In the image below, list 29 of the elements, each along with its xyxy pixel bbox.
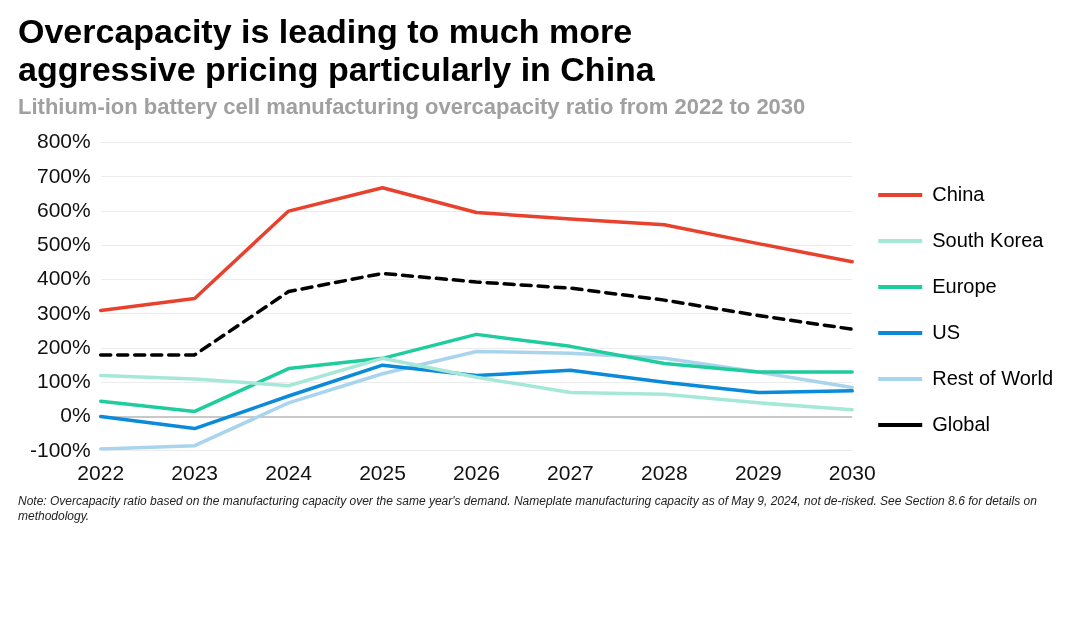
legend-label: South Korea xyxy=(932,228,1045,251)
x-tick-label: 2028 xyxy=(640,461,688,485)
chart-subtitle: Lithium-ion battery cell manufacturing overcapacity ratio from 2022 to 2030 xyxy=(18,94,807,120)
x-tick-label: 2027 xyxy=(547,461,594,485)
chart-title: Overcapacity is leading to much more aggressive pricing particularly in China xyxy=(18,12,656,88)
x-tick-label: 2030 xyxy=(828,461,876,485)
legend-label: Rest of World xyxy=(932,366,1053,389)
text: Note: Overcapacity ratio based on the manufacturing capacity over the same year's demand. Nameplate manufacturing capacity as of May 9, 2024, not de-risked. See Section 8.6 for details on methodology. xyxy=(18,494,1038,524)
x-tick-label: 2022 xyxy=(77,461,125,485)
x-tick-label: 2029 xyxy=(734,461,782,485)
legend-label: Global xyxy=(932,412,991,435)
y-tick-label: 700% xyxy=(36,163,91,187)
line-series xyxy=(98,271,854,357)
x-tick-label: 2024 xyxy=(265,461,313,485)
legend-label: China xyxy=(932,182,986,205)
y-tick-label: 0% xyxy=(60,403,91,427)
legend-label: US xyxy=(932,320,961,343)
y-tick-label: 300% xyxy=(36,300,91,324)
y-tick-label: -100% xyxy=(30,437,91,461)
x-tick-label: 2026 xyxy=(453,461,500,485)
legend-label: Europe xyxy=(932,274,997,297)
y-tick-label: 800% xyxy=(36,129,91,153)
y-tick-label: 600% xyxy=(36,197,91,221)
x-tick-label: 2025 xyxy=(359,461,406,485)
y-tick-label: 200% xyxy=(36,334,91,358)
y-tick-label: 100% xyxy=(36,369,91,393)
x-tick-label: 2023 xyxy=(171,461,218,485)
y-tick-label: 500% xyxy=(36,232,91,256)
y-tick-label: 400% xyxy=(36,266,91,290)
